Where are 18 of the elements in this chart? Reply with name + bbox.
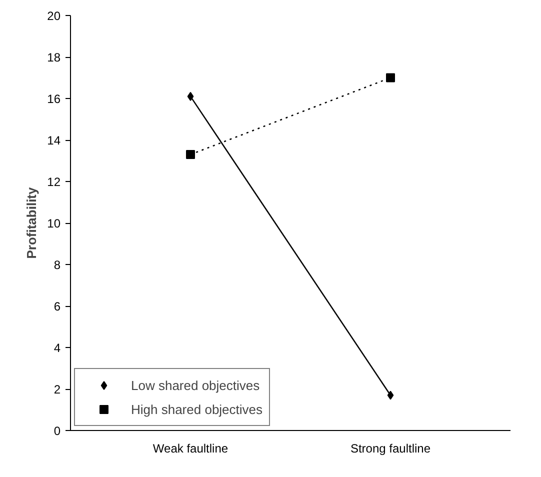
y-tick-label: 18 (47, 50, 61, 64)
y-tick-label: 14 (47, 134, 61, 148)
legend-label: High shared objectives (131, 402, 263, 416)
x-tick-label: Weak faultline (152, 442, 228, 456)
y-axis-title: Profitability (24, 186, 40, 259)
y-tick-label: 4 (54, 341, 61, 355)
point (386, 73, 395, 82)
y-tick-label: 2 (54, 382, 61, 396)
y-tick-label: 16 (47, 92, 61, 106)
y-tick-label: 20 (47, 9, 61, 23)
point (186, 150, 195, 160)
y-tick-label: 6 (54, 300, 61, 314)
y-tick-label: 12 (47, 175, 61, 189)
x-tick-label: Strong faultline (350, 442, 431, 456)
y-tick-label: 10 (47, 216, 61, 230)
legend-label: Low shared objectives (131, 378, 260, 392)
y-tick-label: 0 (54, 424, 61, 438)
y-tick-label: 8 (54, 258, 61, 272)
